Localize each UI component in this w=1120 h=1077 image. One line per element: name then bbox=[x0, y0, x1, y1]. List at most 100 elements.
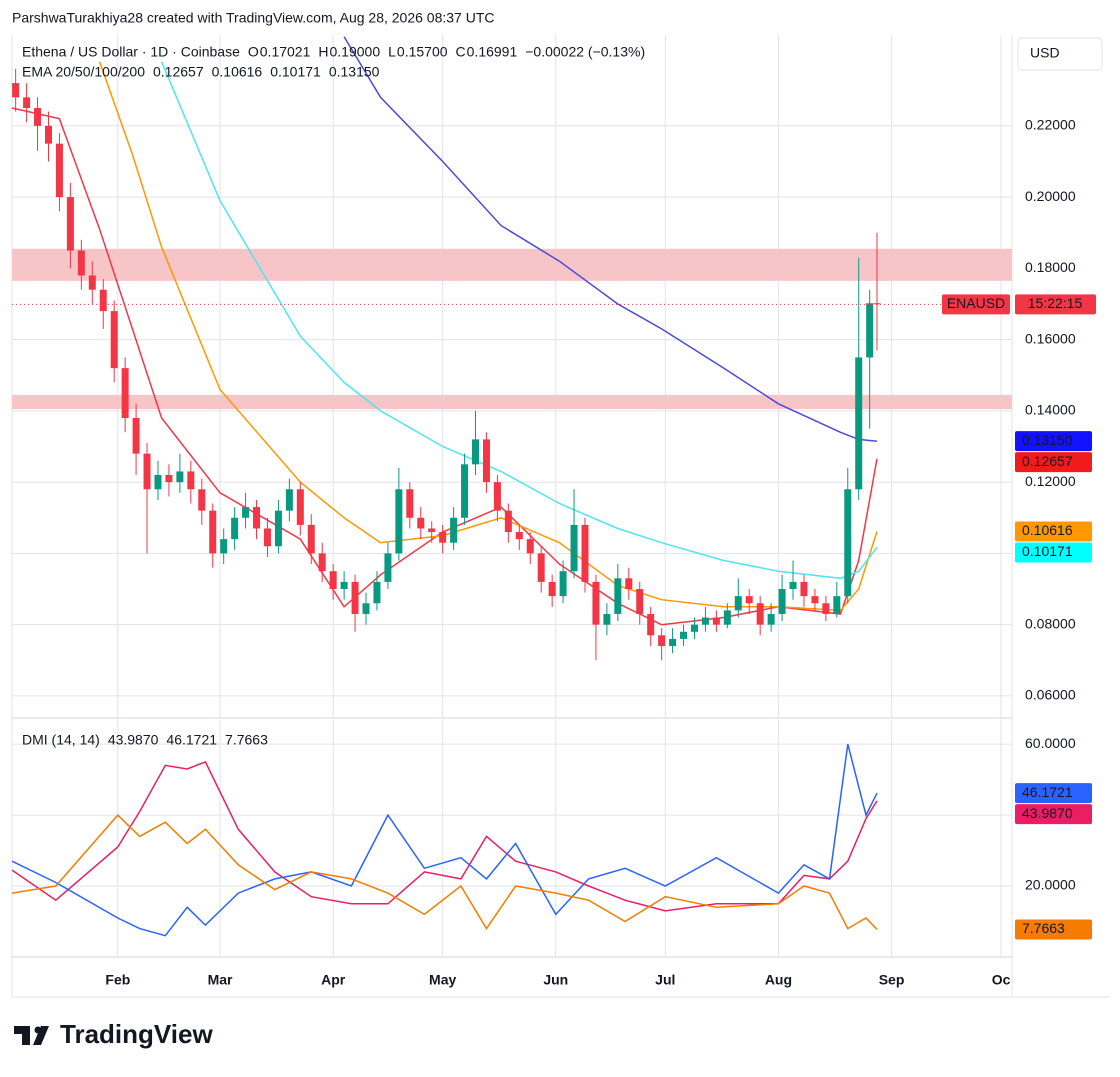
candle-body bbox=[285, 489, 293, 511]
value-tag bbox=[1015, 542, 1092, 563]
candle-body bbox=[450, 517, 458, 543]
candle-body bbox=[395, 489, 403, 554]
symbol-tag-text: ENAUSD bbox=[947, 295, 1005, 311]
y-tick-label: 20.0000 bbox=[1025, 877, 1076, 893]
candle-body bbox=[362, 603, 370, 614]
y-tick-label: 0.08000 bbox=[1025, 615, 1076, 631]
candle-body bbox=[789, 581, 797, 590]
candle-body bbox=[614, 578, 622, 614]
candle-body bbox=[844, 489, 852, 597]
value-tag bbox=[1015, 783, 1092, 804]
candle-body bbox=[110, 311, 118, 369]
candle-body bbox=[493, 482, 501, 511]
candle-body bbox=[12, 83, 20, 98]
line-series bbox=[12, 760, 878, 912]
candle-body bbox=[767, 613, 775, 625]
candle-body bbox=[548, 581, 556, 597]
candle-body bbox=[625, 578, 633, 590]
candle-body bbox=[603, 613, 611, 625]
candle-body bbox=[417, 517, 425, 529]
candle-body bbox=[658, 635, 666, 647]
candle-body bbox=[165, 475, 173, 483]
candle-body bbox=[384, 553, 392, 582]
candle-body bbox=[253, 507, 261, 529]
value-tag-text: 43.9870 bbox=[1022, 805, 1073, 821]
value-tag-text: 0.13150 bbox=[1022, 432, 1073, 448]
candle-body bbox=[647, 613, 655, 636]
logo-text: TradingView bbox=[60, 1019, 213, 1049]
candle-body bbox=[132, 418, 140, 454]
value-tag-text: 7.7663 bbox=[1022, 920, 1065, 936]
candle-body bbox=[66, 197, 74, 251]
candle-body bbox=[472, 439, 480, 465]
y-tick-label: 0.20000 bbox=[1025, 188, 1076, 204]
price-pane bbox=[12, 36, 1012, 661]
symbol-tag bbox=[942, 294, 1010, 315]
candle-body bbox=[855, 357, 863, 490]
candle-body bbox=[307, 524, 315, 554]
candle-body bbox=[274, 510, 282, 547]
x-tick-label: Sep bbox=[879, 972, 905, 988]
candle-body bbox=[154, 475, 162, 490]
legend-text: Ethena / US Dollar · 1D · Coinbase bbox=[22, 44, 240, 60]
candle-body bbox=[734, 596, 742, 611]
value-tag-text: 46.1721 bbox=[1022, 784, 1073, 800]
candle-body bbox=[866, 303, 874, 358]
candle-body bbox=[242, 507, 250, 518]
candle-body bbox=[559, 571, 567, 597]
line-series bbox=[98, 61, 878, 612]
candle-body bbox=[723, 610, 731, 625]
legend-text: H bbox=[318, 44, 328, 60]
y-tick-label: 60.0000 bbox=[1025, 735, 1076, 751]
x-tick-label: Oc bbox=[992, 972, 1011, 988]
candle-body bbox=[581, 524, 589, 582]
candle-body bbox=[428, 528, 436, 533]
value-tag bbox=[1015, 919, 1092, 940]
value-tag bbox=[1015, 452, 1092, 473]
y-tick-label: 0.14000 bbox=[1025, 402, 1076, 418]
y-tick-label: 0.12000 bbox=[1025, 473, 1076, 489]
legend-text: 46.1721 bbox=[166, 732, 217, 748]
candle-body bbox=[34, 108, 42, 126]
currency[interactable]: USD bbox=[1030, 45, 1060, 61]
candle-body bbox=[680, 631, 688, 639]
x-tick-label: Aug bbox=[765, 972, 792, 988]
candle-body bbox=[406, 489, 414, 518]
candle-body bbox=[351, 581, 359, 614]
candle-body bbox=[712, 617, 720, 625]
candle-body bbox=[318, 553, 326, 572]
credit: ParshwaTurakhiya28 created with TradingV… bbox=[12, 10, 495, 26]
candle-body bbox=[77, 250, 85, 276]
y-tick-label: 0.06000 bbox=[1025, 687, 1076, 703]
legend-text: 0.10171 bbox=[270, 64, 321, 80]
legend: Ethena / US Dollar · 1D · Coinbase O 0.170… bbox=[22, 44, 645, 748]
logo-dot bbox=[34, 1026, 42, 1034]
legend-text: 0.19000 bbox=[330, 44, 381, 60]
axes: 0.060000.080000.100000.120000.140000.160… bbox=[105, 117, 1096, 988]
y-tick-label: 0.18000 bbox=[1025, 259, 1076, 275]
value-tag-text: 0.12657 bbox=[1022, 453, 1073, 469]
candle-body bbox=[44, 125, 52, 144]
candle-body bbox=[209, 510, 217, 554]
candle-body bbox=[833, 596, 841, 614]
candle-body bbox=[23, 97, 31, 109]
candle-body bbox=[811, 596, 819, 604]
line-series bbox=[12, 814, 878, 930]
countdown-tag bbox=[1015, 294, 1096, 315]
currency-box[interactable] bbox=[1017, 37, 1103, 71]
x-tick-label: Apr bbox=[321, 972, 346, 988]
candle-body bbox=[263, 528, 271, 547]
candle-body bbox=[143, 453, 151, 490]
y-tick-label: 0.22000 bbox=[1025, 117, 1076, 133]
candle-body bbox=[340, 581, 348, 590]
candle-body bbox=[778, 589, 786, 614]
legend-text: DMI (14, 14) bbox=[22, 732, 100, 748]
candle-body bbox=[526, 539, 534, 554]
candle-body bbox=[873, 303, 881, 305]
line-series bbox=[343, 36, 878, 442]
legend-text: C bbox=[456, 44, 466, 60]
candle-body bbox=[88, 275, 96, 290]
